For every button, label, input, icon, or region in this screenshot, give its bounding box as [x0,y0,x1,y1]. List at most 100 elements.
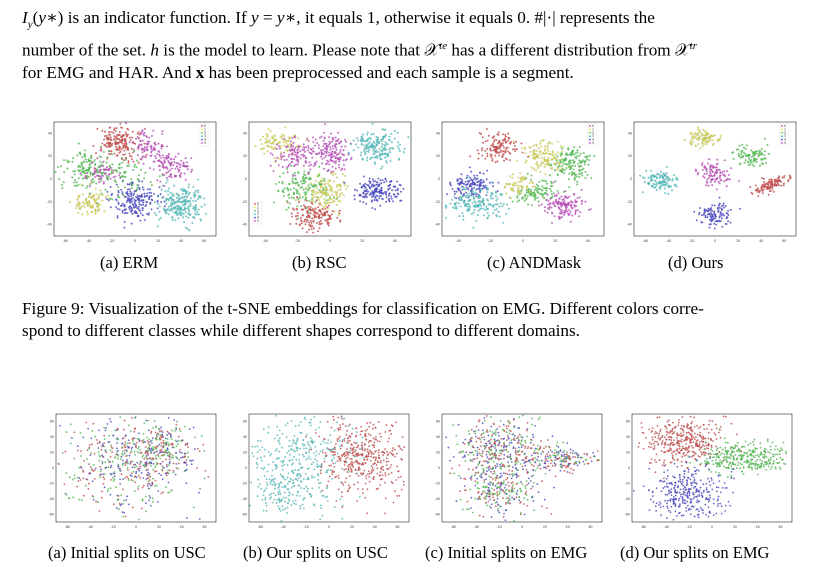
scatter-point [496,142,499,145]
scatter-point [175,467,178,469]
scatter-point [292,187,295,190]
scatter-point [487,188,489,191]
scatter-point [326,420,329,423]
scatter-point [708,177,710,180]
scatter-point [351,448,354,450]
scatter-point [111,460,114,463]
scatter-point [542,139,545,142]
scatter-point [117,195,119,198]
scatter-point [166,441,169,443]
scatter-point [94,211,97,214]
scatter-point [104,188,107,191]
scatter-point [667,185,670,188]
scatter-point [338,195,341,198]
scatter-point [171,454,174,457]
scatter-point [382,192,385,195]
scatter-point [103,486,106,489]
scatter-point [715,215,718,218]
scatter-point [788,174,791,177]
scatter-point [138,463,141,465]
scatter-point [110,169,113,172]
scatter-point [337,131,340,134]
scatter-point [146,451,149,454]
scatter-point [380,435,382,438]
scatter-point [115,451,118,453]
scatter-point [490,155,493,158]
scatter-point [152,468,154,471]
scatter-point [551,151,554,154]
scatter-point [567,147,570,150]
scatter-point [340,169,343,171]
scatter-point [462,186,465,188]
scatter-point [161,132,164,135]
legend-marker [589,135,591,138]
scatter-point [532,150,535,153]
scatter-point [776,177,779,180]
scatter-point [185,191,187,194]
scatter-point [146,140,149,143]
scatter-point [364,182,367,185]
scatter-point [132,479,134,482]
scatter-point [333,195,335,198]
scatter-point [390,195,393,198]
scatter-point [486,152,489,155]
scatter-point [261,147,264,150]
scatter-point [304,223,307,226]
scatter-point [170,489,173,492]
scatter-point [109,136,112,139]
scatter-point [283,151,286,154]
scatter-point [286,145,289,148]
scatter-point [474,201,477,204]
scatter-point [303,191,306,194]
scatter-point [455,197,458,200]
scatter-point [676,178,679,181]
scatter-point [345,433,348,436]
scatter-point [750,149,753,152]
scatter-point [333,470,335,473]
scatter-point [133,430,136,433]
scatter-point [364,140,367,142]
scatter-point [192,185,195,188]
scatter-point [715,178,718,181]
scatter-point [470,170,473,173]
scatter-point [718,220,721,223]
scatter-point [347,465,349,468]
scatter-point [181,211,184,214]
scatter-point [166,157,169,160]
scatter-point [150,191,153,194]
scatter-point [508,182,511,185]
scatter-point [477,205,480,208]
scatter-point [490,144,493,147]
scatter-point [158,437,161,439]
scatter-point [653,183,656,186]
scatter-point [164,437,167,440]
scatter-point [95,500,97,503]
scatter-point [151,482,154,485]
scatter-point [515,159,518,162]
scatter-point [166,454,169,457]
scatter-point [398,143,401,146]
scatter-point [152,448,155,451]
scatter-point [103,442,105,444]
scatter-point [150,451,152,453]
y-tick-label: -20 [47,200,52,204]
scatter-point [144,156,147,159]
scatter-point [187,446,189,448]
scatter-point [188,229,191,232]
scatter-point [298,196,301,199]
scatter-point [121,139,123,142]
scatter-point [338,158,341,161]
scatter-point [184,215,187,218]
scatter-point [376,140,379,143]
scatter-point [557,151,560,154]
scatter-point [119,162,122,165]
scatter-point [183,221,186,224]
scatter-point [304,180,307,183]
scatter-point [766,144,769,146]
scatter-point [318,136,321,139]
scatter-point [709,172,712,175]
scatter-point [327,145,329,148]
scatter-point [175,445,178,448]
scatter-point [327,222,330,225]
scatter-point [705,172,708,175]
